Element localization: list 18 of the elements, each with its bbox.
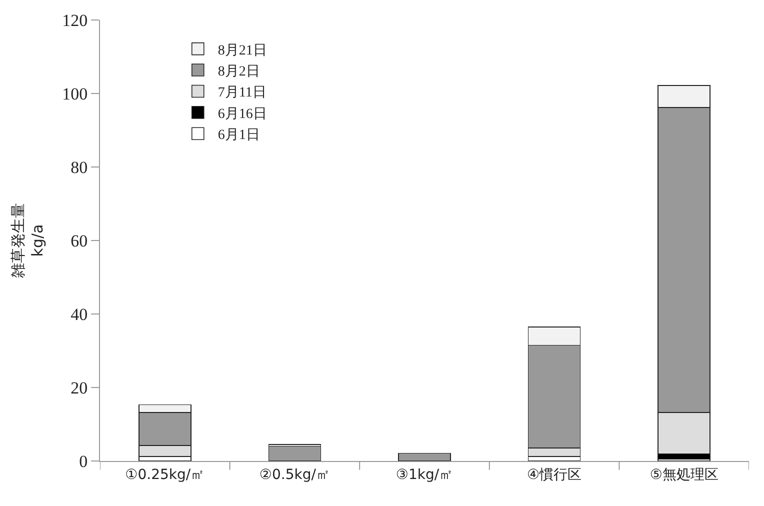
legend-label: 8月21日 [218,43,267,58]
x-tick-label: ④慣行区 [527,466,582,483]
legend-label: 7月11日 [218,86,266,101]
y-axis-title: 雑草発生量 kg/a [8,203,46,278]
y-tick-label: 120 [62,10,88,30]
y-tick-label: 100 [62,84,88,104]
legend-label: 8月2日 [218,64,260,80]
x-tick-label: ③1kg/㎡ [396,466,454,483]
legend-label: 6月16日 [218,106,267,122]
x-tick-label: ⑤無処理区 [650,466,718,483]
y-tick-label: 40 [70,304,88,324]
y-tick-label: 20 [70,378,88,398]
legend-label: 6月1日 [218,128,260,144]
x-tick-label: ②0.5kg/㎡ [259,466,330,483]
x-tick-label: ①0.25kg/㎡ [125,466,205,483]
y-tick-label: 0 [79,452,88,471]
y-tick-label: 60 [70,231,88,250]
y-tick-label: 80 [70,158,88,177]
